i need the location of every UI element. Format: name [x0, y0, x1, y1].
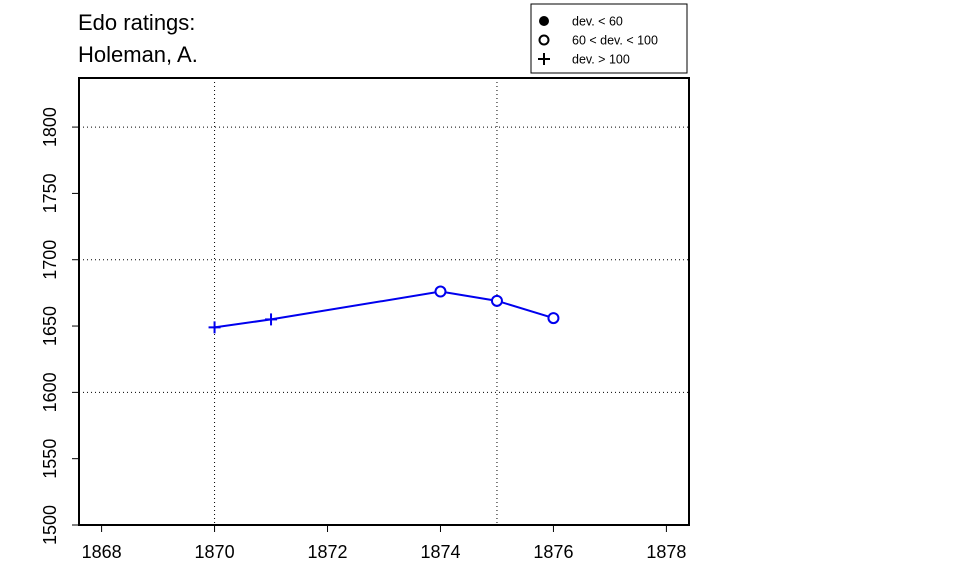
chart-title-line-1: Edo ratings:	[78, 10, 195, 35]
rating-line	[214, 290, 554, 329]
y-axis: 1500 1550 1600 1650 1700 1750 1800	[40, 107, 79, 545]
legend-filled-circle-icon	[539, 16, 549, 26]
legend-label: 60 < dev. < 100	[572, 34, 658, 48]
data-point	[547, 312, 560, 325]
y-tick-label: 1550	[40, 439, 60, 479]
data-point	[490, 294, 503, 307]
y-tick-label: 1700	[40, 240, 60, 280]
legend-box	[530, 3, 688, 74]
chart-title: Edo ratings: Holeman, A.	[78, 10, 198, 67]
chart-title-line-2: Holeman, A.	[78, 42, 198, 67]
y-tick-label: 1500	[40, 505, 60, 545]
data-point	[265, 313, 278, 326]
legend-open-circle-icon	[538, 34, 550, 46]
grid-lines	[79, 78, 689, 525]
data-point	[208, 321, 221, 334]
legend-plus-icon	[538, 53, 550, 65]
x-tick-label: 1872	[307, 542, 347, 562]
legend: dev. < 60 60 < dev. < 100 dev. > 100	[530, 3, 688, 74]
data-series	[208, 285, 560, 334]
y-tick-label: 1600	[40, 372, 60, 412]
y-tick-label: 1650	[40, 306, 60, 346]
plot-area-border	[78, 77, 690, 526]
x-tick-label: 1874	[420, 542, 460, 562]
data-point	[434, 285, 447, 298]
y-tick-label: 1750	[40, 173, 60, 213]
x-tick-label: 1868	[82, 542, 122, 562]
legend-label: dev. > 100	[572, 53, 630, 67]
legend-label: dev. < 60	[572, 15, 623, 29]
x-tick-label: 1870	[195, 542, 235, 562]
x-tick-label: 1876	[533, 542, 573, 562]
y-tick-label: 1800	[40, 107, 60, 147]
x-tick-label: 1878	[646, 542, 686, 562]
x-axis: 1868 1870 1872 1874 1876 1878	[82, 525, 686, 562]
